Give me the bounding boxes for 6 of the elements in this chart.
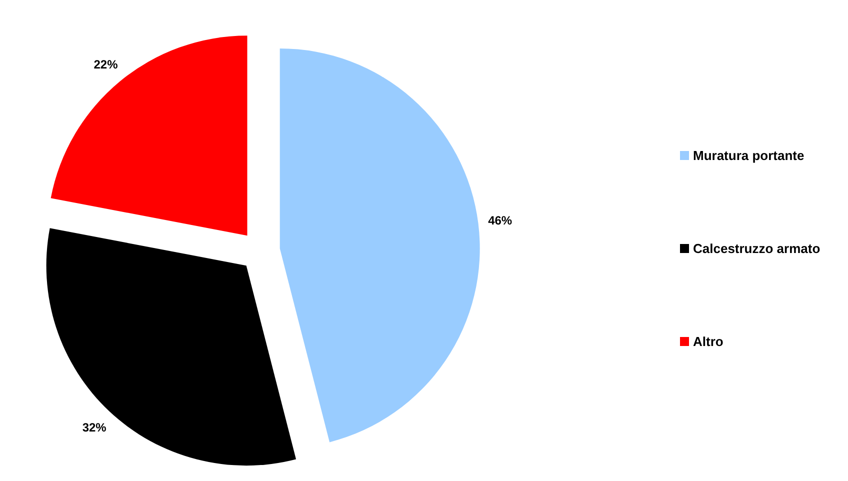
legend-label: Calcestruzzo armato	[693, 241, 820, 256]
legend-label: Altro	[693, 334, 724, 349]
legend-label: Muratura portante	[693, 148, 804, 163]
data-label: 22%	[94, 58, 118, 72]
data-label: 32%	[82, 420, 107, 434]
data-label: 46%	[488, 214, 512, 228]
